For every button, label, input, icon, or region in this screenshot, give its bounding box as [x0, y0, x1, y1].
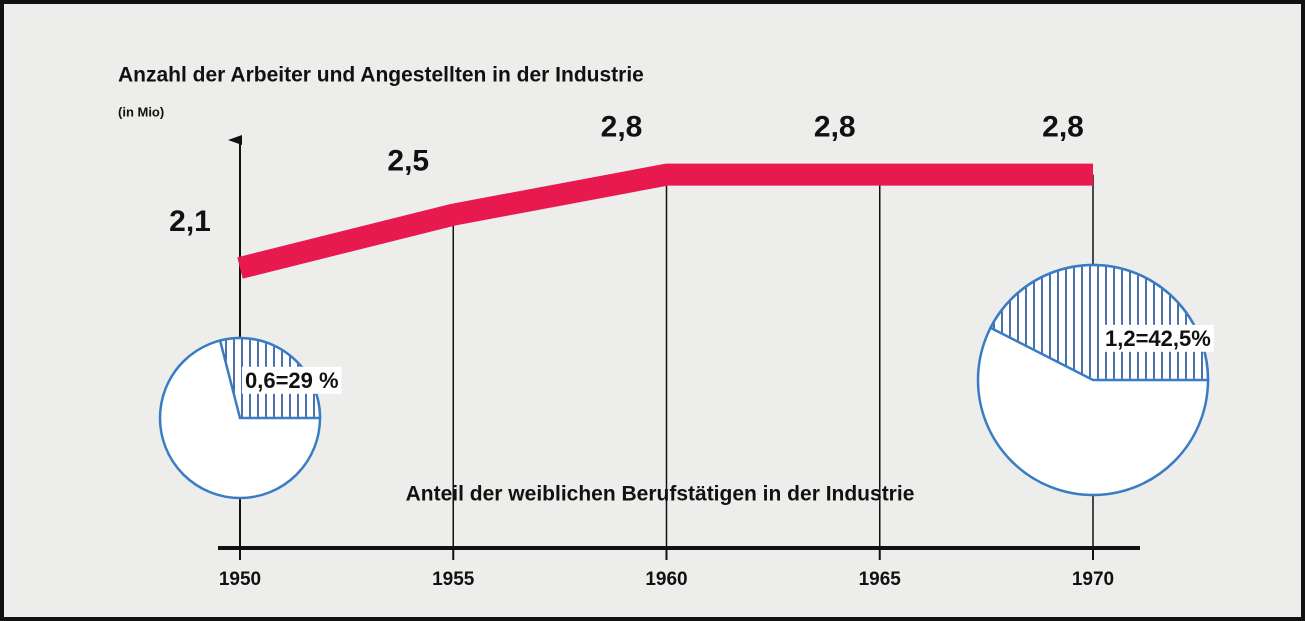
pie-label-bg [1102, 324, 1214, 352]
x-tick-label: 1965 [859, 569, 902, 590]
pie-label-bg [242, 366, 342, 394]
pie-label: 0,6=29 % [245, 368, 339, 393]
line-band [237, 163, 1093, 279]
pie-label: 1,2=42,5% [1105, 326, 1211, 351]
value-label: 2,8 [601, 111, 643, 144]
x-tick-label: 1950 [219, 569, 261, 590]
value-label: 2,5 [387, 145, 429, 178]
value-label: 2,8 [814, 111, 856, 144]
chart-title: Anzahl der Arbeiter und Angestellten in … [118, 64, 644, 87]
chart-subtitle: (in Mio) [118, 104, 164, 119]
x-tick-label: 1970 [1072, 569, 1114, 590]
value-label: 2,1 [169, 205, 211, 238]
annotation: Anteil der weiblichen Berufstätigen in d… [406, 483, 915, 506]
x-tick-label: 1955 [432, 569, 475, 590]
x-tick-label: 1960 [645, 569, 687, 590]
value-label: 2,8 [1042, 111, 1084, 144]
